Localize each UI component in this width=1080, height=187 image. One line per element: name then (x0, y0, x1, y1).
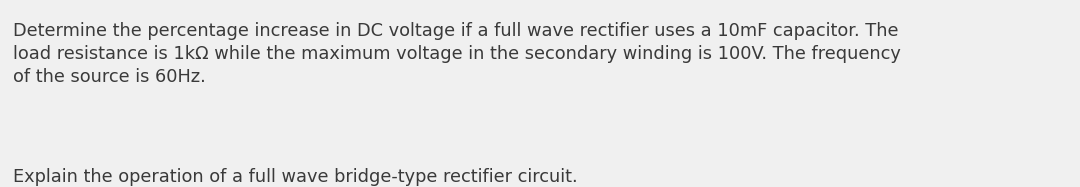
Text: Determine the percentage increase in DC voltage if a full wave rectifier uses a : Determine the percentage increase in DC … (13, 22, 901, 86)
Text: Explain the operation of a full wave bridge-type rectifier circuit.: Explain the operation of a full wave bri… (13, 168, 578, 186)
